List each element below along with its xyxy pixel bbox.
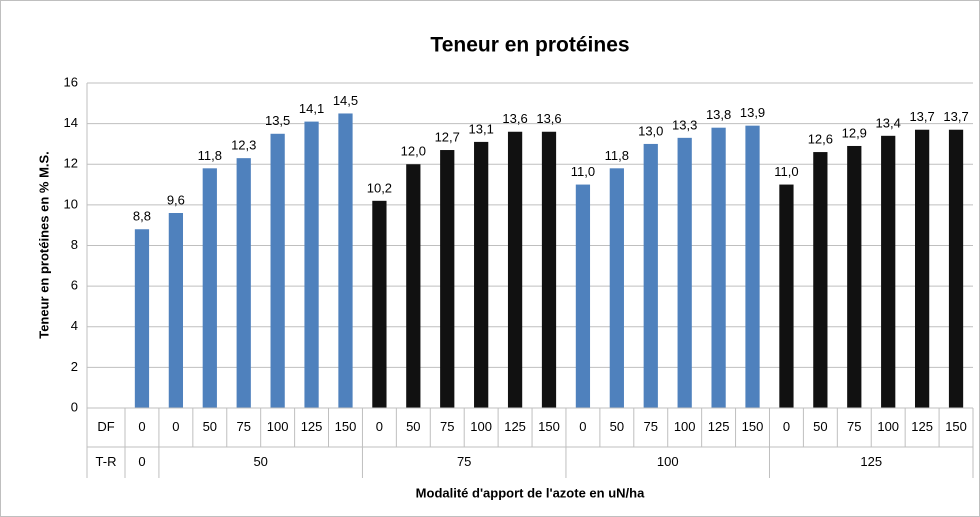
- data-label: 11,8: [605, 148, 629, 163]
- x-tick-label: 75: [847, 419, 861, 434]
- data-label: 14,5: [333, 93, 358, 108]
- data-label: 13,4: [876, 115, 901, 130]
- x-tick-label: 75: [236, 419, 250, 434]
- data-label: 13,7: [909, 109, 934, 124]
- data-label: 13,5: [265, 113, 290, 128]
- y-tick-label: 4: [71, 318, 78, 333]
- x-tick-label: 100: [267, 419, 289, 434]
- group-label: 50: [253, 454, 267, 469]
- y-tick-label: 8: [71, 237, 78, 252]
- data-label: 11,0: [571, 164, 595, 179]
- y-tick-label: 2: [71, 359, 78, 374]
- y-tick-label: 0: [71, 399, 78, 414]
- x-tick-label: 125: [708, 419, 730, 434]
- y-tick-label: 6: [71, 278, 78, 293]
- data-label: 13,3: [672, 117, 697, 132]
- bar: [847, 145, 862, 408]
- x-tick-label: 50: [610, 419, 624, 434]
- bar: [406, 164, 421, 408]
- data-label: 12,3: [231, 138, 256, 153]
- data-label: 9,6: [167, 192, 185, 207]
- data-label: 10,2: [367, 180, 392, 195]
- data-label: 11,0: [774, 164, 798, 179]
- bar: [779, 184, 794, 408]
- y-axis-label: Teneur en protéines en % M.S.: [36, 151, 51, 339]
- chart-title: Teneur en protéines: [430, 34, 629, 57]
- data-label: 13,6: [502, 111, 527, 126]
- group-label: 75: [457, 454, 471, 469]
- bar: [541, 131, 557, 408]
- data-label: 13,8: [706, 107, 731, 122]
- x-tick-label: 50: [406, 419, 420, 434]
- bar: [575, 184, 591, 408]
- data-label: 12,6: [808, 132, 833, 147]
- bar: [304, 121, 319, 408]
- data-label: 13,9: [740, 105, 765, 120]
- bar: [948, 129, 964, 408]
- x-tick-label: 150: [335, 419, 357, 434]
- data-label: 13,1: [469, 121, 494, 136]
- bar: [270, 133, 285, 408]
- x-tick-label: 0: [783, 419, 790, 434]
- x-tick-label: 125: [911, 419, 933, 434]
- x-tick-label: 100: [674, 419, 696, 434]
- data-label: 12,0: [401, 144, 426, 159]
- x-tick-label: 50: [813, 419, 827, 434]
- data-label: 12,9: [842, 125, 867, 140]
- y-tick-label: 10: [64, 196, 78, 211]
- bar: [609, 168, 624, 408]
- bar: [134, 229, 150, 408]
- bar: [711, 127, 726, 408]
- group-label: 125: [860, 454, 882, 469]
- x-tick-label: 125: [301, 419, 323, 434]
- x-tick-label: 125: [504, 419, 526, 434]
- bar: [236, 158, 251, 408]
- bar: [745, 125, 760, 408]
- group-label: 0: [138, 454, 145, 469]
- y-tick-label: 12: [64, 156, 78, 171]
- data-label: 11,8: [198, 148, 222, 163]
- x-tick-label: 75: [644, 419, 658, 434]
- bar: [474, 141, 489, 408]
- data-label: 14,1: [299, 101, 324, 116]
- x-tick-label: 0: [376, 419, 383, 434]
- x-tick-label: 100: [877, 419, 899, 434]
- bar: [440, 150, 455, 408]
- bar: [813, 152, 828, 408]
- bar: [507, 131, 523, 408]
- bar: [338, 113, 353, 408]
- data-label: 12,7: [435, 129, 460, 144]
- row-header: DF: [97, 419, 114, 434]
- bar: [677, 137, 692, 408]
- data-label: 13,0: [638, 123, 663, 138]
- bar: [643, 143, 658, 408]
- x-tick-label: 0: [579, 419, 586, 434]
- bar: [881, 135, 896, 408]
- x-tick-label: 100: [470, 419, 492, 434]
- bar: [372, 200, 387, 408]
- bar: [914, 129, 930, 408]
- group-label: 100: [657, 454, 679, 469]
- x-tick-label: 150: [742, 419, 764, 434]
- bar: [202, 168, 217, 408]
- y-tick-label: 14: [64, 115, 78, 130]
- data-label: 13,6: [536, 111, 561, 126]
- x-tick-label: 0: [172, 419, 179, 434]
- x-tick-label: 0: [138, 419, 145, 434]
- bar: [168, 213, 184, 408]
- x-tick-label: 150: [945, 419, 967, 434]
- row-header: T-R: [96, 454, 117, 469]
- data-label: 13,7: [943, 109, 968, 124]
- x-tick-label: 50: [203, 419, 217, 434]
- x-tick-label: 75: [440, 419, 454, 434]
- data-label: 8,8: [133, 209, 151, 224]
- x-tick-label: 150: [538, 419, 560, 434]
- y-tick-label: 16: [64, 74, 78, 89]
- x-axis-label: Modalité d'apport de l'azote en uN/ha: [416, 485, 645, 500]
